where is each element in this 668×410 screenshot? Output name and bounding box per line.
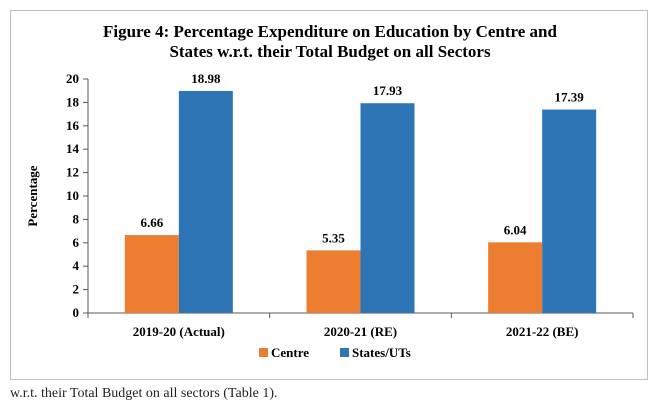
bar-states (360, 103, 415, 314)
y-tick-label: 14 (66, 141, 80, 156)
y-tick-label: 4 (73, 258, 80, 273)
y-tick-label: 18 (66, 94, 80, 109)
y-tick-label: 0 (73, 305, 80, 320)
legend-states-swatch (340, 348, 349, 357)
data-label-states: 17.39 (555, 90, 585, 105)
y-tick-label: 8 (73, 211, 80, 226)
legend-centre-label: Centre (271, 345, 309, 360)
chart-frame: Figure 4: Percentage Expenditure on Educ… (10, 10, 648, 380)
chart-title-line-1: Figure 4: Percentage Expenditure on Educ… (103, 22, 558, 41)
y-tick-label: 10 (66, 188, 79, 203)
data-label-states: 17.93 (373, 83, 403, 98)
bar-centre (488, 242, 543, 313)
legend-centre-swatch (259, 348, 268, 357)
bar-centre (124, 235, 179, 313)
y-tick-label: 6 (73, 235, 80, 250)
bar-states (178, 90, 233, 314)
y-tick-label: 2 (73, 282, 80, 297)
bar-states (542, 109, 597, 313)
y-tick-label: 16 (66, 118, 80, 133)
y-tick-label: 12 (66, 165, 79, 180)
caption-text: w.r.t. their Total Budget on all sectors… (10, 386, 278, 401)
data-label-centre: 5.35 (322, 230, 345, 245)
x-category-label: 2020-21 (RE) (324, 324, 397, 339)
data-label-centre: 6.04 (504, 222, 527, 237)
x-category-label: 2021-22 (BE) (506, 324, 579, 339)
bar-centre (306, 250, 361, 313)
y-tick-label: 20 (66, 71, 79, 86)
legend-states-label: States/UTs (352, 345, 411, 360)
x-category-label: 2019-20 (Actual) (133, 324, 225, 339)
bar-chart: Figure 4: Percentage Expenditure on Educ… (25, 22, 634, 360)
chart-title-line-2: States w.r.t. their Total Budget on all … (169, 42, 491, 61)
y-axis-label: Percentage (25, 165, 40, 226)
data-label-states: 18.98 (191, 71, 221, 86)
data-label-centre: 6.66 (140, 215, 163, 230)
